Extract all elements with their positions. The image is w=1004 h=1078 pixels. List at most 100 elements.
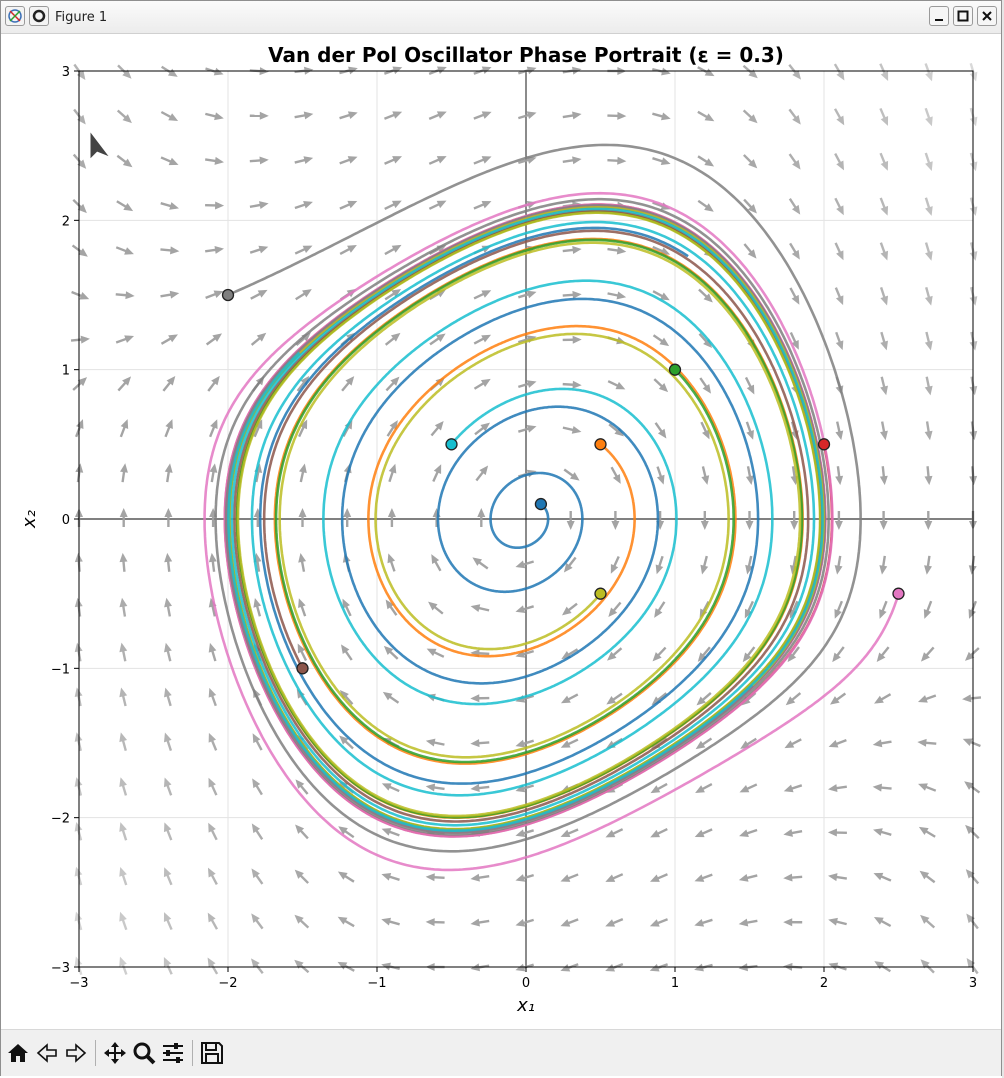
vector-arrow bbox=[298, 508, 307, 527]
vector-arrow bbox=[745, 466, 754, 486]
vector-arrow bbox=[119, 597, 128, 617]
toolbar-separator bbox=[95, 1040, 96, 1066]
forward-icon[interactable] bbox=[63, 1040, 89, 1066]
vector-arrow bbox=[470, 784, 490, 792]
vector-arrow bbox=[560, 873, 579, 882]
vector-arrow bbox=[160, 110, 179, 122]
vector-arrow bbox=[251, 958, 264, 975]
vector-arrow bbox=[738, 918, 758, 927]
title-bar[interactable]: Figure 1 bbox=[1, 1, 1001, 34]
vector-arrow bbox=[694, 963, 713, 972]
vector-arrow bbox=[835, 466, 844, 486]
vector-arrow bbox=[473, 334, 492, 345]
vector-arrow bbox=[163, 867, 173, 886]
zoom-icon[interactable] bbox=[131, 1040, 157, 1066]
save-icon[interactable] bbox=[199, 1040, 225, 1066]
vector-arrow bbox=[470, 604, 490, 613]
maximize-button[interactable] bbox=[953, 6, 973, 26]
vector-arrow bbox=[119, 822, 128, 841]
vector-arrow bbox=[697, 199, 714, 212]
vector-arrow bbox=[207, 867, 218, 886]
vector-arrow bbox=[340, 644, 353, 661]
app-icon[interactable] bbox=[5, 6, 25, 26]
vector-arrow bbox=[698, 288, 713, 303]
vector-arrow bbox=[515, 963, 535, 972]
vector-arrow bbox=[207, 957, 219, 975]
vector-arrow bbox=[116, 200, 134, 212]
vector-arrow bbox=[562, 380, 582, 389]
vector-arrow bbox=[739, 783, 758, 793]
trajectory-line bbox=[258, 226, 760, 785]
navigation-toolbar bbox=[1, 1029, 1001, 1076]
figure-canvas[interactable]: −3 −2 −1 0 1 2 3 −3 −2 −1 0 1 2 3 Van der Pol Oscilla… bbox=[1, 33, 1001, 1027]
start-point-marker bbox=[668, 363, 682, 376]
vector-arrow bbox=[164, 508, 173, 527]
vector-arrow bbox=[879, 242, 889, 261]
vector-arrow bbox=[607, 647, 623, 661]
x-tick-label: 1 bbox=[671, 976, 679, 991]
vector-arrow bbox=[209, 463, 218, 483]
back-icon[interactable] bbox=[34, 1040, 60, 1066]
pin-icon[interactable] bbox=[29, 6, 49, 26]
vector-arrow bbox=[164, 463, 173, 483]
vector-arrow bbox=[385, 599, 398, 616]
vector-arrow bbox=[872, 783, 892, 792]
vector-arrow bbox=[384, 156, 402, 165]
vector-arrow bbox=[163, 732, 173, 751]
window-title: Figure 1 bbox=[55, 10, 108, 25]
configure-subplots-icon[interactable] bbox=[160, 1040, 186, 1066]
vector-arrow bbox=[295, 289, 312, 301]
vector-arrow bbox=[473, 66, 492, 75]
vector-arrow bbox=[608, 601, 622, 618]
vector-arrow bbox=[162, 376, 176, 392]
vector-arrow bbox=[298, 419, 308, 438]
pan-icon[interactable] bbox=[102, 1040, 128, 1066]
vector-arrow bbox=[163, 822, 173, 841]
vector-arrow bbox=[879, 555, 888, 575]
vector-arrow bbox=[605, 828, 624, 838]
vector-arrow bbox=[250, 332, 267, 346]
vector-arrow bbox=[969, 152, 978, 172]
vector-arrow bbox=[75, 419, 84, 438]
vector-arrow bbox=[339, 735, 354, 750]
vector-arrow bbox=[299, 463, 307, 483]
vector-arrow bbox=[294, 959, 310, 974]
vector-arrow bbox=[381, 828, 400, 837]
vector-arrow bbox=[560, 828, 579, 838]
vector-arrow bbox=[874, 961, 892, 973]
home-icon[interactable] bbox=[5, 1040, 31, 1066]
vector-arrow bbox=[164, 552, 173, 572]
vector-arrow bbox=[429, 333, 446, 346]
vector-arrow bbox=[649, 918, 668, 927]
vector-arrow bbox=[117, 64, 132, 79]
minimize-button[interactable] bbox=[929, 6, 949, 26]
vector-arrow bbox=[160, 290, 180, 299]
vector-arrow bbox=[924, 242, 933, 261]
vector-arrow bbox=[785, 692, 802, 706]
phase-portrait-chart[interactable]: −3 −2 −1 0 1 2 3 −3 −2 −1 0 1 2 3 Van der Pol Oscilla… bbox=[1, 33, 1001, 1027]
vector-arrow bbox=[208, 419, 218, 438]
vector-arrow bbox=[163, 687, 172, 707]
y-tick-label: −1 bbox=[51, 662, 70, 677]
vector-arrow bbox=[834, 600, 844, 619]
vector-arrow bbox=[428, 111, 447, 120]
vector-arrow bbox=[425, 918, 445, 927]
vector-arrow bbox=[880, 331, 889, 351]
vector-arrow bbox=[745, 421, 754, 440]
vector-arrow bbox=[160, 334, 178, 345]
vector-arrow bbox=[119, 508, 128, 527]
vector-arrow bbox=[517, 380, 537, 389]
vector-arrow bbox=[828, 917, 847, 926]
vector-arrow bbox=[828, 962, 847, 971]
close-button[interactable] bbox=[977, 6, 997, 26]
vector-arrow bbox=[208, 822, 218, 841]
vector-arrow bbox=[295, 779, 309, 795]
vector-arrow bbox=[563, 556, 577, 573]
vector-arrow bbox=[742, 109, 758, 124]
vector-arrow bbox=[297, 643, 308, 662]
vector-arrow bbox=[924, 152, 933, 172]
vector-arrow bbox=[879, 287, 889, 306]
vector-arrow bbox=[337, 961, 355, 972]
vector-arrow bbox=[339, 156, 358, 165]
vector-arrow bbox=[116, 109, 132, 124]
